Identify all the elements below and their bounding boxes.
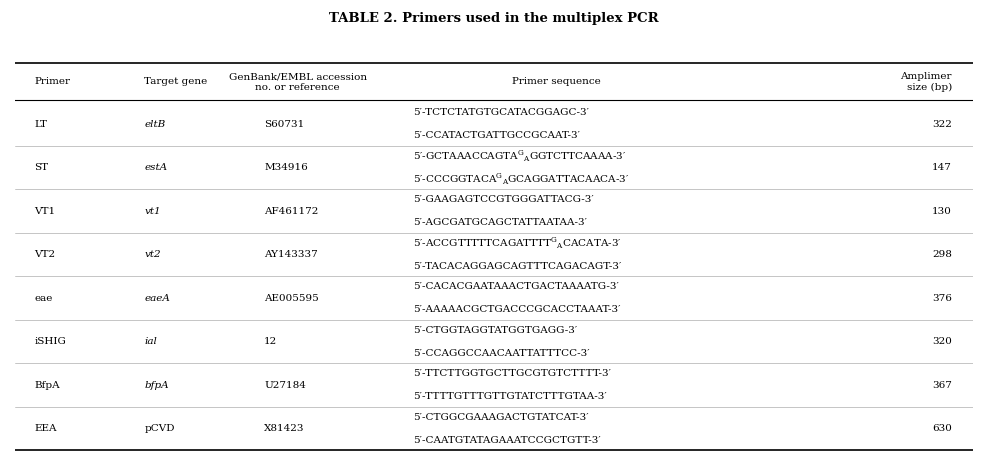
Text: 5′-AGCGATGCAGCTATTAATAA-3′: 5′-AGCGATGCAGCTATTAATAA-3′ (413, 218, 587, 227)
Text: Target gene: Target gene (144, 78, 207, 86)
Text: 5′-CTGGTAGGTATGGTGAGG-3′: 5′-CTGGTAGGTATGGTGAGG-3′ (413, 326, 577, 335)
Text: 5′-CCAGGCCAACAATTATTTCC-3′: 5′-CCAGGCCAACAATTATTTCC-3′ (413, 348, 589, 357)
Text: 147: 147 (932, 163, 951, 172)
Text: ial: ial (144, 337, 157, 346)
Text: GenBank/EMBL accession
no. or reference: GenBank/EMBL accession no. or reference (228, 72, 367, 91)
Text: X81423: X81423 (264, 424, 304, 433)
Text: Amplimer
size (bp): Amplimer size (bp) (900, 72, 951, 92)
Text: 5′-GCTAAACCAGTA$^{\mathregular{G}}$$_{\mathregular{A}}$GGTCTTCAAAA-3′: 5′-GCTAAACCAGTA$^{\mathregular{G}}$$_{\m… (413, 149, 626, 164)
Text: Primer: Primer (35, 78, 70, 86)
Text: 5′-AAAAACGCTGACCCGCACCTAAAT-3′: 5′-AAAAACGCTGACCCGCACCTAAAT-3′ (413, 305, 620, 314)
Text: VT2: VT2 (35, 250, 55, 259)
Text: AY143337: AY143337 (264, 250, 318, 259)
Text: BfpA: BfpA (35, 381, 60, 389)
Text: 5′-GAAGAGTCCGTGGGATTACG-3′: 5′-GAAGAGTCCGTGGGATTACG-3′ (413, 195, 594, 204)
Text: 130: 130 (932, 207, 951, 216)
Text: EEA: EEA (35, 424, 56, 433)
Text: 322: 322 (932, 119, 951, 129)
Text: 298: 298 (932, 250, 951, 259)
Text: 376: 376 (932, 294, 951, 303)
Text: eae: eae (35, 294, 52, 303)
Text: 630: 630 (932, 424, 951, 433)
Text: 5′-CCCGGTACA$^{\mathregular{G}}$$_{\mathregular{A}}$GCAGGATTACAACA-3′: 5′-CCCGGTACA$^{\mathregular{G}}$$_{\math… (413, 171, 628, 187)
Text: estA: estA (144, 163, 167, 172)
Text: S60731: S60731 (264, 119, 304, 129)
Text: 5′-TTCTTGGTGCTTGCGTGTCTTTT-3′: 5′-TTCTTGGTGCTTGCGTGTCTTTT-3′ (413, 369, 611, 378)
Text: vt1: vt1 (144, 207, 161, 216)
Text: VT1: VT1 (35, 207, 55, 216)
Text: U27184: U27184 (264, 381, 306, 389)
Text: iSHIG: iSHIG (35, 337, 66, 346)
Text: 5′-TACACAGGAGCAGTTTCAGACAGT-3′: 5′-TACACAGGAGCAGTTTCAGACAGT-3′ (413, 262, 620, 271)
Text: LT: LT (35, 119, 47, 129)
Text: 367: 367 (932, 381, 951, 389)
Text: 12: 12 (264, 337, 278, 346)
Text: 5′-CACACGAATAAACTGACTAAAATG-3′: 5′-CACACGAATAAACTGACTAAAATG-3′ (413, 282, 618, 291)
Text: 320: 320 (932, 337, 951, 346)
Text: Primer sequence: Primer sequence (512, 78, 601, 86)
Text: vt2: vt2 (144, 250, 161, 259)
Text: 5′-TCTCTATGTGCATACGGAGC-3′: 5′-TCTCTATGTGCATACGGAGC-3′ (413, 108, 589, 117)
Text: M34916: M34916 (264, 163, 308, 172)
Text: pCVD: pCVD (144, 424, 175, 433)
Text: 5′-TTTTGTTTGTTGTATCTTTGTAA-3′: 5′-TTTTGTTTGTTGTATCTTTGTAA-3′ (413, 392, 607, 401)
Text: 5′-CTGGCGAAAGACTGTATCAT-3′: 5′-CTGGCGAAAGACTGTATCAT-3′ (413, 413, 588, 422)
Text: ST: ST (35, 163, 48, 172)
Text: bfpA: bfpA (144, 381, 169, 389)
Text: eaeA: eaeA (144, 294, 170, 303)
Text: 5′-CAATGTATAGAAATCCGCTGTT-3′: 5′-CAATGTATAGAAATCCGCTGTT-3′ (413, 436, 601, 445)
Text: 5′-ACCGTTTTTCAGATTTT$^{\mathregular{G}}$$_{\mathregular{A}}$CACATA-3′: 5′-ACCGTTTTTCAGATTTT$^{\mathregular{G}}$… (413, 236, 621, 250)
Text: TABLE 2. Primers used in the multiplex PCR: TABLE 2. Primers used in the multiplex P… (329, 12, 659, 25)
Text: eltB: eltB (144, 119, 166, 129)
Text: AE005595: AE005595 (264, 294, 319, 303)
Text: AF461172: AF461172 (264, 207, 318, 216)
Text: 5′-CCATACTGATTGCCGCAAT-3′: 5′-CCATACTGATTGCCGCAAT-3′ (413, 131, 580, 140)
